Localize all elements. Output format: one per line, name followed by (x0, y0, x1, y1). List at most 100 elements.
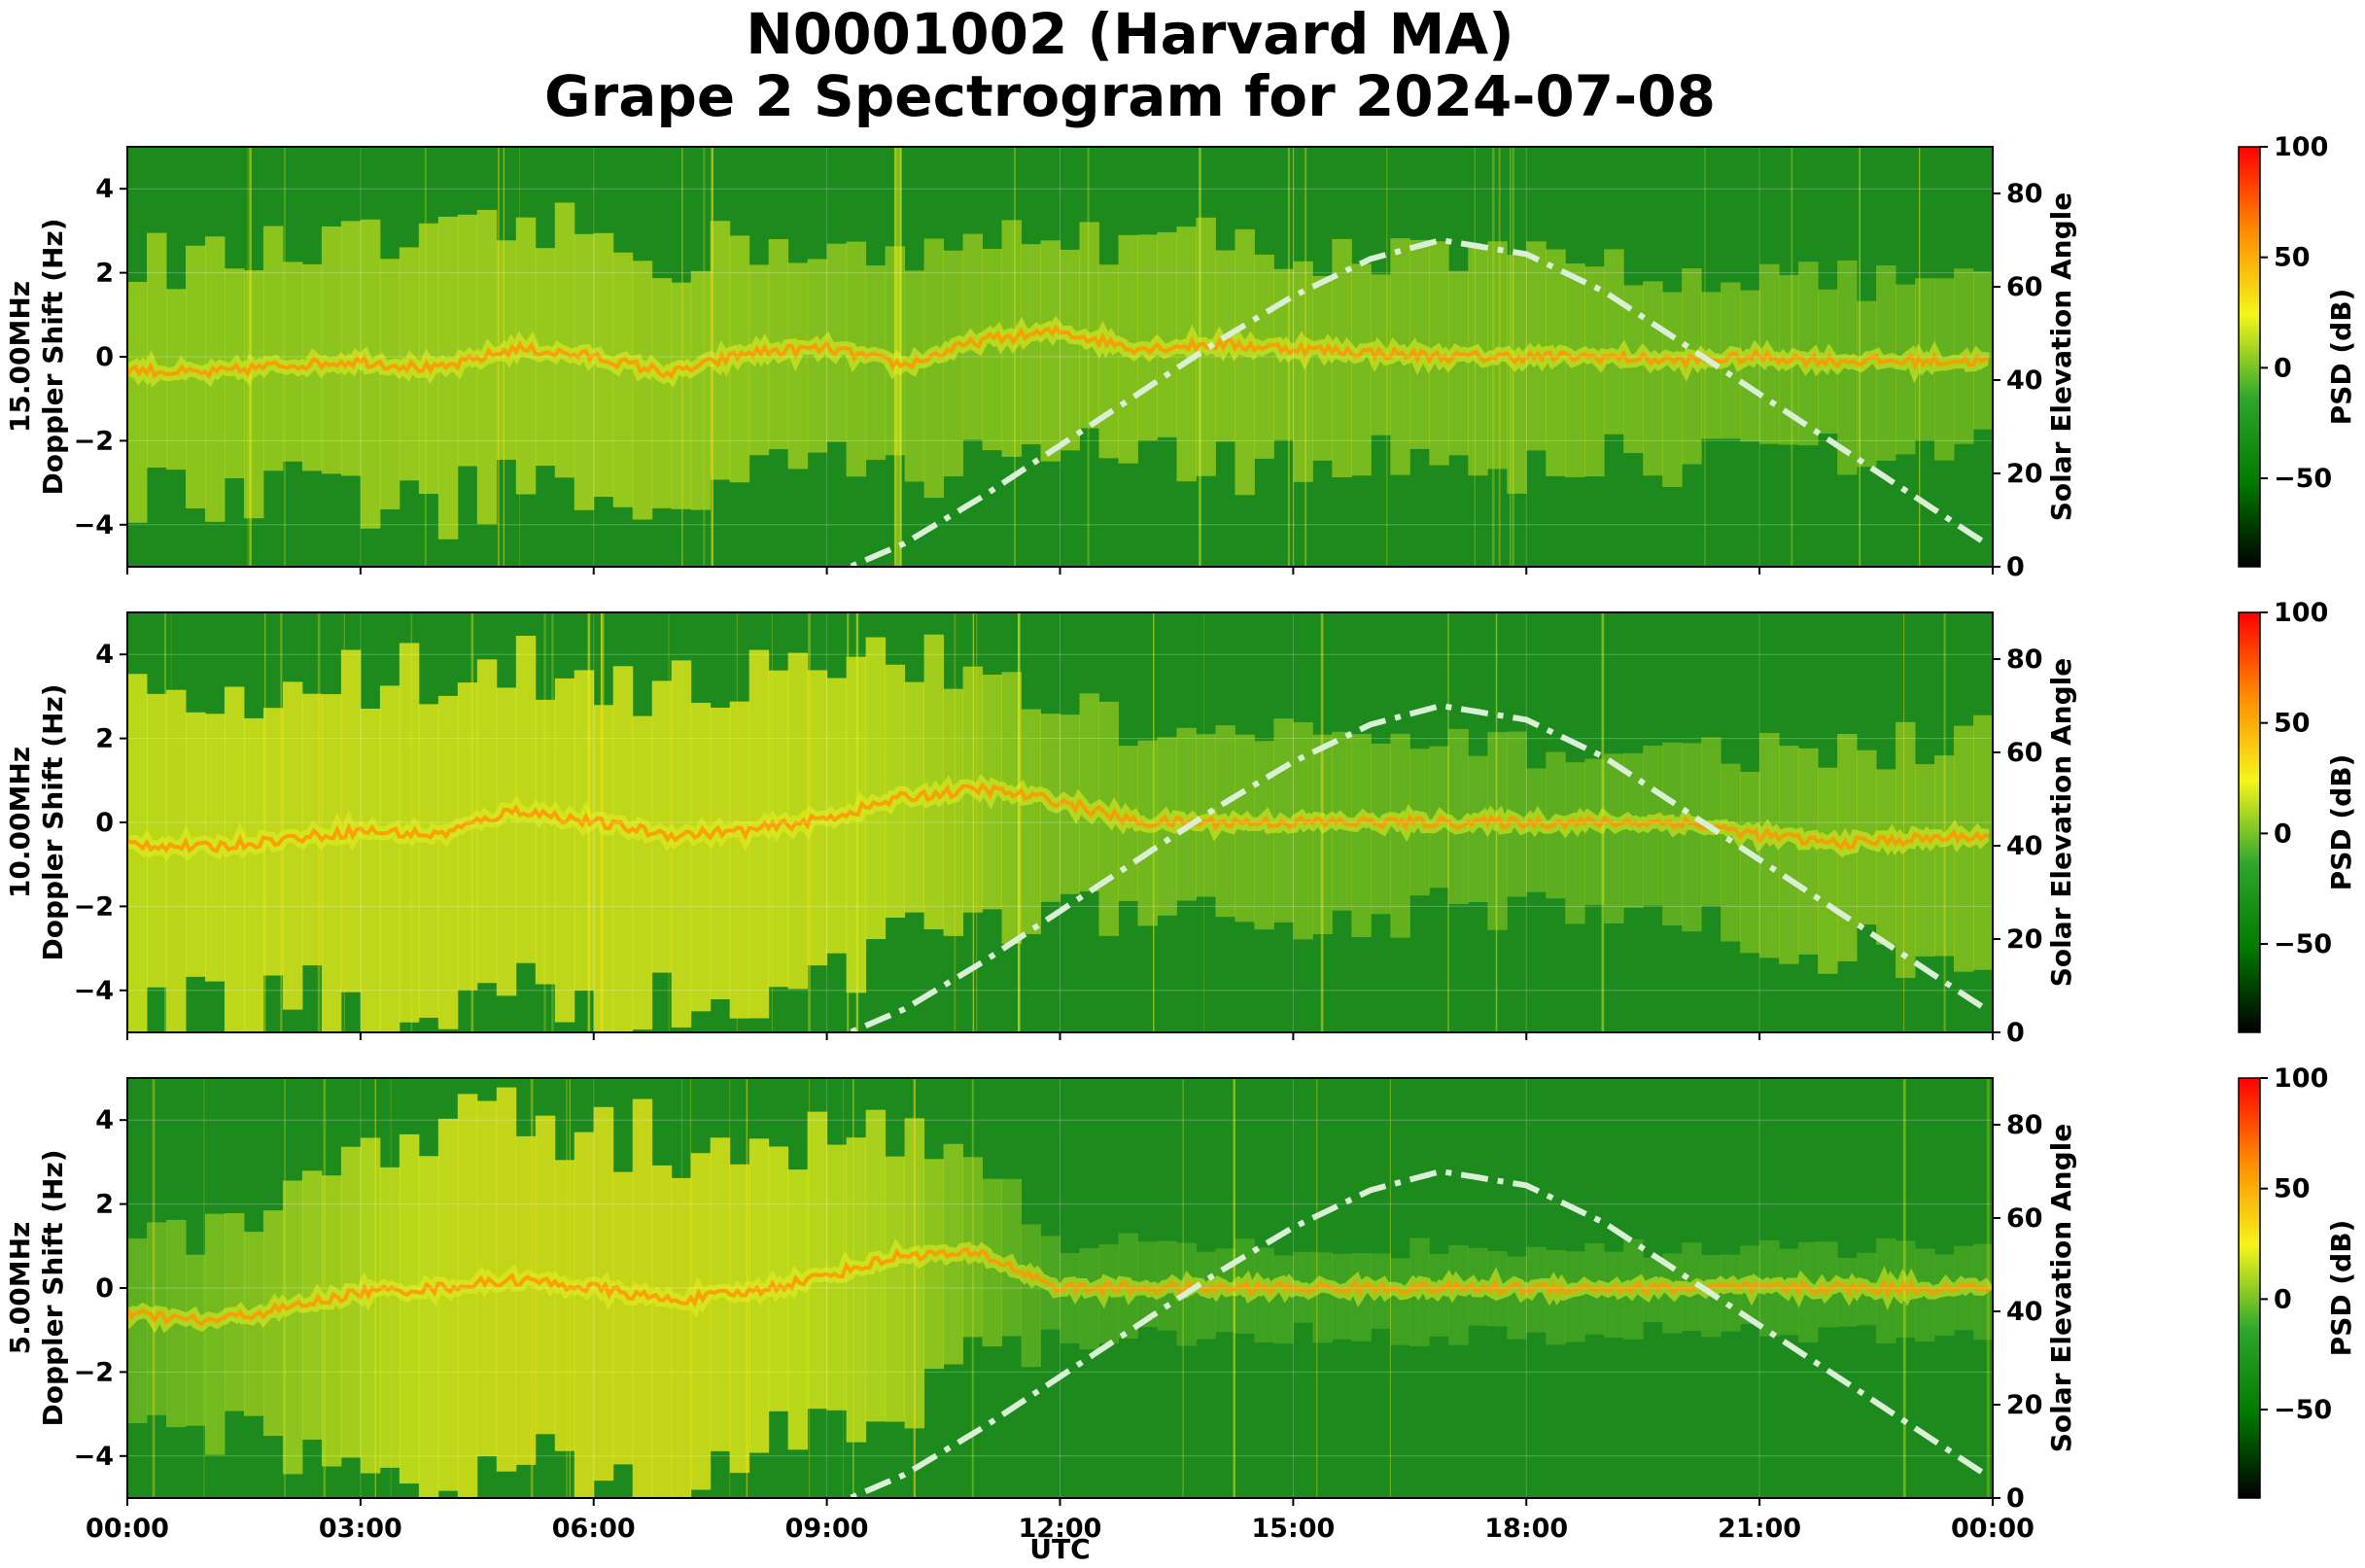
activity-cell (399, 1133, 420, 1484)
interference-streak (1859, 147, 1861, 567)
right-y-tick-label: 20 (2006, 459, 2043, 489)
chart-title-line1: N0001002 (Harvard MA) (746, 1, 1514, 67)
y-tick-label: 0 (95, 808, 114, 838)
activity-cell (1448, 728, 1469, 905)
colorbar-tick-label: 100 (2274, 598, 2328, 628)
activity-cell (1662, 292, 1683, 487)
activity-cell (574, 233, 595, 510)
activity-cell (379, 685, 400, 1032)
y-axis-label: Doppler Shift (Hz) (37, 683, 69, 960)
activity-cell (282, 681, 303, 1010)
y-tick-label: −4 (74, 1442, 114, 1472)
x-tick-label: 21:00 (1718, 1514, 1801, 1544)
activity-cell (943, 250, 964, 477)
right-y-tick-label: 0 (2006, 1018, 2025, 1048)
activity-cell (787, 1169, 809, 1450)
activity-cell (1604, 753, 1624, 923)
right-y-axis-label: Solar Elevation Angle (2045, 658, 2077, 987)
colorbar-tick-label: 100 (2274, 1063, 2328, 1094)
activity-cell (1040, 240, 1061, 462)
y-tick-label: 2 (95, 259, 114, 289)
activity-cell (224, 686, 245, 1032)
activity-cell (729, 701, 750, 1019)
activity-cell (321, 226, 342, 474)
activity-cell (554, 202, 575, 478)
activity-cell (418, 1156, 439, 1498)
activity-cell (593, 705, 614, 1032)
heatmap-area-1 (127, 612, 1993, 1032)
interference-streak (280, 612, 283, 1032)
activity-cell (1604, 249, 1624, 435)
y-axis-frequency-label: 15.00MHz (4, 281, 36, 433)
y-tick-label: 0 (95, 1273, 114, 1304)
activity-cell (1390, 1258, 1410, 1345)
interference-streak (852, 1078, 854, 1498)
interference-streak (1017, 612, 1021, 1032)
y-axis-label: Doppler Shift (Hz) (37, 218, 69, 495)
right-y-tick-label: 0 (2006, 552, 2025, 582)
colorbar-tick-label: 0 (2274, 819, 2292, 849)
activity-cell (632, 715, 653, 1030)
activity-cell (1934, 755, 1955, 957)
activity-cell (1254, 741, 1274, 930)
interference-streak (203, 1078, 205, 1498)
activity-cell (418, 704, 439, 1018)
activity-cell (651, 278, 673, 508)
activity-cell (321, 1175, 342, 1467)
activity-cell (204, 236, 226, 522)
activity-cell (612, 666, 634, 1032)
right-y-tick-label: 40 (2006, 1297, 2043, 1327)
x-tick-label: 00:00 (1951, 1514, 2035, 1544)
heatmap-area-2 (127, 1078, 1993, 1498)
colorbar-tick-label: 50 (2274, 243, 2311, 273)
chart-title: N0001002 (Harvard MA) Grape 2 Spectrogra… (0, 0, 2365, 136)
activity-cell (1584, 266, 1605, 477)
right-y-axis-label: Solar Elevation Angle (2045, 1124, 2077, 1452)
activity-cell (923, 1159, 945, 1370)
activity-cell (1312, 1252, 1333, 1343)
activity-cell (457, 682, 478, 991)
y-axis-frequency-label: 10.00MHz (4, 747, 36, 898)
activity-cell (651, 1165, 673, 1498)
right-y-tick-label: 80 (2006, 179, 2043, 209)
x-tick-label: 12:00 (1019, 1514, 1102, 1544)
activity-cell (1721, 1254, 1741, 1332)
activity-cell (1973, 271, 1993, 430)
activity-cell (1021, 709, 1042, 934)
activity-cell (1137, 740, 1158, 926)
doppler-trace (127, 1246, 1991, 1327)
activity-cell (1468, 755, 1488, 903)
colorbar-tick-label: 100 (2274, 132, 2328, 162)
interference-streak (1943, 612, 1946, 1032)
activity-cell (1001, 672, 1023, 944)
activity-cell (612, 252, 634, 507)
interference-streak (1087, 147, 1090, 567)
chart-title-line2: Grape 2 Spectrogram for 2024-07-08 (544, 63, 1716, 129)
activity-cell (360, 219, 381, 529)
interference-streak (972, 612, 975, 1032)
activity-cell (1798, 748, 1819, 955)
activity-cell (496, 687, 517, 996)
activity-cell (632, 261, 653, 520)
y-tick-label: 4 (95, 640, 114, 670)
interference-streak (913, 1078, 917, 1498)
activity-cell (127, 281, 148, 523)
activity-cell (710, 707, 731, 1000)
activity-cell (554, 678, 575, 1023)
interference-streak (247, 147, 249, 567)
activity-cell (923, 238, 945, 499)
solar-elevation-curve (846, 702, 1987, 1032)
activity-cell (1079, 222, 1099, 429)
colorbar-gradient (2238, 146, 2261, 568)
activity-cell (1021, 1224, 1042, 1368)
activity-cell (127, 1237, 148, 1424)
y-tick-label: −4 (74, 976, 114, 1006)
y-tick-label: 2 (95, 1190, 114, 1220)
interference-streak (284, 1078, 286, 1498)
right-y-tick-label: 40 (2006, 366, 2043, 396)
y-tick-label: 4 (95, 174, 114, 204)
